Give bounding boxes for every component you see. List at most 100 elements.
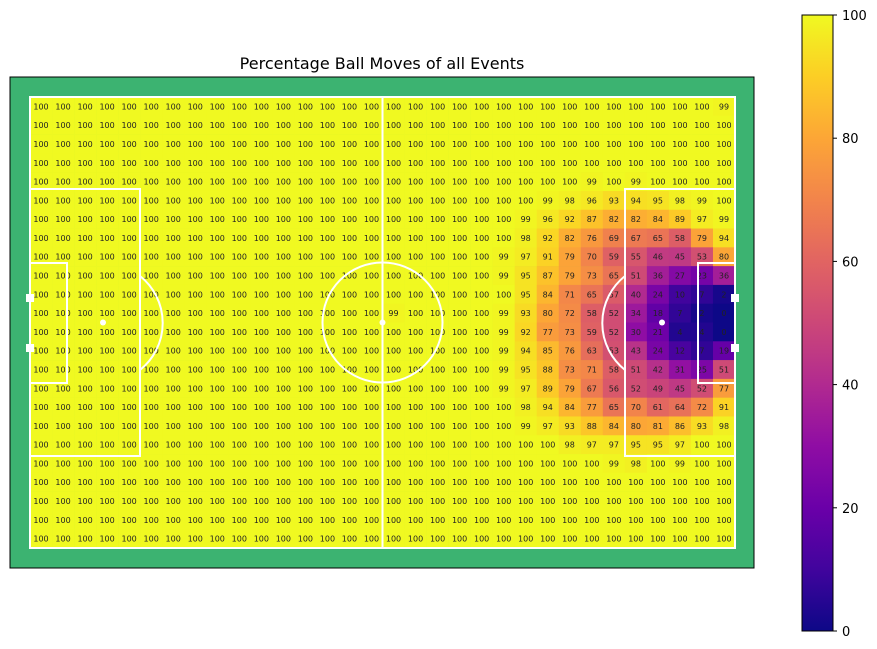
heatmap-cell (118, 172, 141, 192)
heatmap-cell (624, 472, 648, 492)
heatmap-cell (558, 153, 582, 173)
heatmap-cell-label: 100 (562, 535, 577, 544)
heatmap-cell-label: 100 (210, 459, 225, 468)
heatmap-cell (558, 529, 582, 549)
heatmap-cell (646, 529, 670, 549)
heatmap-cell-label: 100 (320, 215, 335, 224)
heatmap-cell-label: 100 (474, 234, 489, 243)
heatmap-cell (96, 397, 119, 417)
heatmap-cell (602, 322, 626, 342)
heatmap-cell (602, 172, 626, 192)
heatmap-cell (30, 97, 53, 117)
heatmap-cell-label: 100 (188, 102, 203, 111)
heatmap-cell-label: 100 (650, 178, 665, 187)
heatmap-cell (162, 529, 185, 549)
heatmap-cell (30, 209, 53, 229)
heatmap-cell (646, 510, 670, 530)
heatmap-cell (30, 341, 53, 361)
heatmap-cell-label: 100 (210, 384, 225, 393)
heatmap-cell (668, 360, 692, 380)
heatmap-cell-label: 36 (653, 272, 663, 281)
heatmap-cell-label: 24 (653, 290, 663, 299)
heatmap-cell (316, 266, 339, 286)
heatmap-cell (52, 134, 75, 154)
heatmap-cell (118, 209, 141, 229)
heatmap-cell (272, 284, 295, 305)
heatmap-cell-label: 100 (650, 459, 665, 468)
heatmap-cell-label: 100 (364, 234, 379, 243)
heatmap-cell (162, 284, 185, 305)
heatmap-cell-label: 100 (99, 328, 114, 337)
heatmap-cell-label: 100 (188, 159, 203, 168)
heatmap-cell (624, 491, 648, 511)
heatmap-cell-label: 100 (99, 121, 114, 130)
heatmap-cell (514, 153, 538, 173)
heatmap-cell (272, 322, 295, 342)
heatmap-cell-label: 100 (364, 535, 379, 544)
heatmap-cell (470, 435, 493, 455)
heatmap-cell (184, 435, 207, 455)
heatmap-cell (382, 134, 405, 154)
heatmap-cell (690, 209, 714, 229)
heatmap-cell-label: 100 (99, 272, 114, 281)
heatmap-cell-label: 100 (694, 178, 709, 187)
heatmap-cell-label: 100 (320, 290, 335, 299)
heatmap-cell (690, 341, 714, 361)
heatmap-cell (228, 228, 251, 248)
heatmap-cell (492, 266, 515, 286)
heatmap-cell-label: 100 (298, 516, 313, 525)
heatmap-cell-label: 100 (210, 102, 225, 111)
heatmap-cell (74, 322, 97, 342)
heatmap-cell-label: 100 (342, 365, 357, 374)
heatmap-cell-label: 100 (430, 478, 445, 487)
heatmap-cell-label: 73 (565, 328, 575, 337)
heatmap-cell (448, 266, 471, 286)
heatmap-cell (206, 266, 229, 286)
heatmap-cell (492, 303, 515, 323)
heatmap-cell-label: 99 (521, 422, 531, 431)
heatmap-cell-label: 98 (521, 234, 531, 243)
heatmap-cell (96, 228, 119, 248)
heatmap-cell (558, 266, 582, 286)
heatmap-cell-label: 100 (33, 309, 48, 318)
heatmap-cell-label: 100 (55, 422, 70, 431)
heatmap-cell-label: 99 (719, 215, 729, 224)
heatmap-cell (74, 529, 97, 549)
heatmap-cell-label: 100 (188, 290, 203, 299)
heatmap-cell (448, 397, 471, 417)
heatmap-cell-label: 100 (628, 497, 643, 506)
heatmap-cell (404, 134, 427, 154)
heatmap-cell-label: 100 (452, 422, 467, 431)
heatmap-cell (272, 266, 295, 286)
heatmap-cell-label: 99 (499, 384, 509, 393)
heatmap-cell (382, 115, 405, 135)
heatmap-cell (382, 397, 405, 417)
heatmap-cell (184, 228, 207, 248)
heatmap-cell (426, 510, 449, 530)
heatmap-cell (272, 303, 295, 323)
right-penalty-spot (659, 319, 665, 326)
heatmap-cell (492, 435, 515, 455)
heatmap-cell (272, 416, 295, 436)
heatmap-cell (514, 454, 538, 474)
heatmap-cell (602, 134, 626, 154)
heatmap-cell (690, 266, 714, 286)
heatmap-cell (74, 115, 97, 135)
heatmap-cell (690, 115, 714, 135)
heatmap-cell-label: 100 (121, 347, 136, 356)
heatmap-cell (580, 228, 604, 248)
heatmap-cell-label: 100 (298, 478, 313, 487)
colorbar-tick-label: 100 (842, 9, 867, 24)
heatmap-cell (646, 378, 670, 398)
heatmap-cell-label: 100 (33, 272, 48, 281)
heatmap-cell-label: 100 (606, 140, 621, 149)
heatmap-cell (668, 228, 692, 248)
heatmap-cell-label: 100 (452, 215, 467, 224)
heatmap-cell (118, 266, 141, 286)
heatmap-cell (624, 209, 648, 229)
heatmap-cell-label: 100 (628, 140, 643, 149)
heatmap-cell (118, 228, 141, 248)
heatmap-cell-label: 100 (188, 478, 203, 487)
heatmap-cell-label: 100 (452, 140, 467, 149)
